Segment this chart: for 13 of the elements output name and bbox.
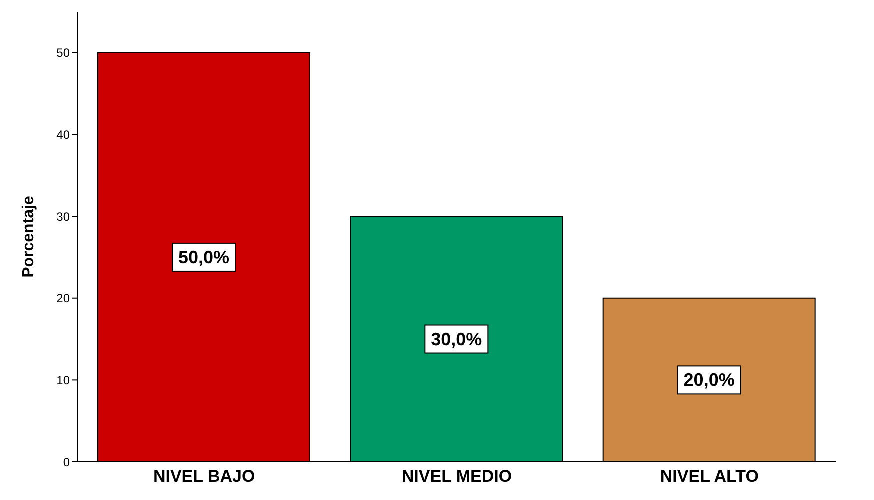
y-tick-label: 20 xyxy=(56,292,70,306)
data-label: 20,0% xyxy=(684,370,735,390)
x-tick-label: NIVEL ALTO xyxy=(660,467,759,486)
y-tick-label: 10 xyxy=(56,373,70,388)
y-tick-label: 50 xyxy=(56,46,70,60)
x-tick-label: NIVEL MEDIO xyxy=(402,467,512,486)
y-tick-label: 0 xyxy=(63,455,70,470)
y-tick-label: 30 xyxy=(56,210,70,224)
y-axis-title: Porcentaje xyxy=(20,196,38,278)
y-tick-label: 40 xyxy=(56,128,70,142)
x-tick-label: NIVEL BAJO xyxy=(153,467,256,486)
data-label: 50,0% xyxy=(178,247,230,268)
data-label: 30,0% xyxy=(431,329,482,350)
